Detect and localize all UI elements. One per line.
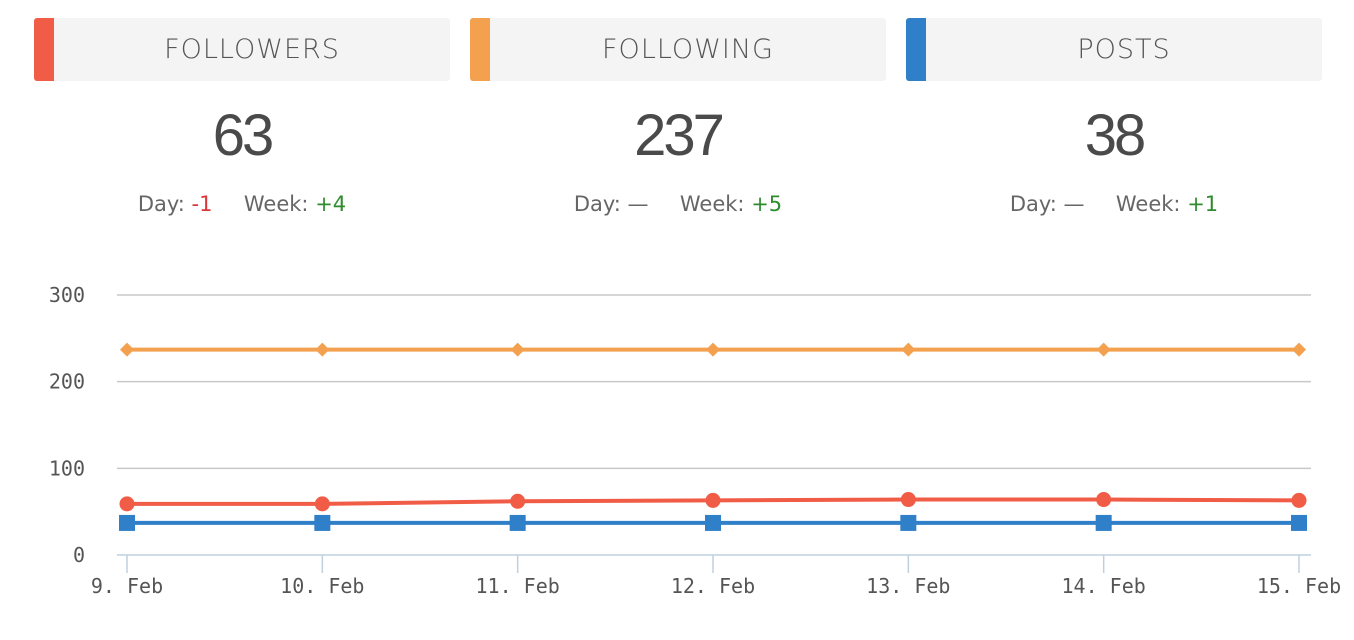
- x-tick-label: 11. Feb: [476, 574, 560, 598]
- following-count: 237: [634, 103, 725, 168]
- followers-week-label: Week:: [243, 192, 309, 216]
- data-point: [706, 342, 720, 357]
- x-tick-label: 9. Feb: [91, 574, 163, 598]
- following-day-change: —: [627, 192, 649, 216]
- following-title: FOLLOWING: [602, 34, 774, 65]
- line-chart: 0 100 200 300 9. Feb 10. Feb 11. Feb 12. Feb 13.…: [49, 283, 1341, 598]
- following-card: FOLLOWING 237 Day: — Week: +5: [470, 18, 886, 238]
- data-point: [119, 496, 135, 512]
- data-point: [119, 514, 135, 531]
- following-week-change: +5: [751, 192, 783, 216]
- followers-header: FOLLOWERS: [34, 18, 450, 81]
- followers-title: FOLLOWERS: [164, 34, 340, 65]
- data-point: [315, 342, 330, 357]
- data-point: [1095, 514, 1112, 531]
- data-point: [705, 492, 721, 508]
- posts-header: POSTS: [906, 18, 1322, 81]
- posts-count: 38: [1084, 103, 1147, 168]
- data-point: [1291, 492, 1307, 508]
- followers-changes: Day: -1 Week: +4: [34, 192, 450, 216]
- followers-card: FOLLOWERS 63 Day: -1 Week: +4: [34, 18, 450, 238]
- followers-day-label: Day:: [137, 192, 185, 216]
- followers-count: 63: [212, 103, 275, 168]
- following-day-label: Day:: [573, 192, 621, 216]
- followers-week-change: +4: [315, 192, 347, 216]
- stats-row: FOLLOWERS 63 Day: -1 Week: +4 FOLLOWING …: [34, 18, 1322, 238]
- data-point: [314, 514, 331, 531]
- x-tick-label: 14. Feb: [1062, 574, 1146, 598]
- y-tick-label: 100: [49, 456, 85, 480]
- x-tick-label: 15. Feb: [1257, 574, 1341, 598]
- data-point: [705, 514, 721, 531]
- posts-changes: Day: — Week: +1: [906, 192, 1322, 216]
- posts-week-label: Week:: [1115, 192, 1181, 216]
- followers-day-change: -1: [191, 192, 213, 216]
- data-point: [509, 514, 526, 531]
- y-tick-label: 0: [73, 543, 85, 567]
- data-point: [901, 342, 916, 357]
- data-point: [510, 493, 526, 509]
- following-accent-bar: [470, 18, 490, 81]
- x-tick-label: 10. Feb: [280, 574, 364, 598]
- y-tick-label: 200: [49, 370, 85, 394]
- y-tick-label: 300: [49, 283, 85, 307]
- x-tick-label: 13. Feb: [866, 574, 950, 598]
- posts-accent-bar: [906, 18, 926, 81]
- following-header: FOLLOWING: [470, 18, 886, 81]
- data-point: [1292, 342, 1306, 357]
- data-point: [900, 492, 916, 508]
- data-point: [1096, 492, 1112, 508]
- data-point: [1291, 514, 1307, 531]
- following-changes: Day: — Week: +5: [470, 192, 886, 216]
- data-point: [314, 496, 330, 512]
- followers-accent-bar: [34, 18, 54, 81]
- posts-card: POSTS 38 Day: — Week: +1: [906, 18, 1322, 238]
- data-point: [120, 342, 134, 357]
- x-tick-label: 12. Feb: [671, 574, 755, 598]
- data-point: [900, 514, 917, 531]
- posts-week-change: +1: [1187, 192, 1219, 216]
- posts-title: POSTS: [1077, 34, 1171, 65]
- data-point: [510, 342, 525, 357]
- posts-day-change: —: [1063, 192, 1085, 216]
- posts-day-label: Day:: [1009, 192, 1057, 216]
- data-point: [1096, 342, 1111, 357]
- following-week-label: Week:: [679, 192, 745, 216]
